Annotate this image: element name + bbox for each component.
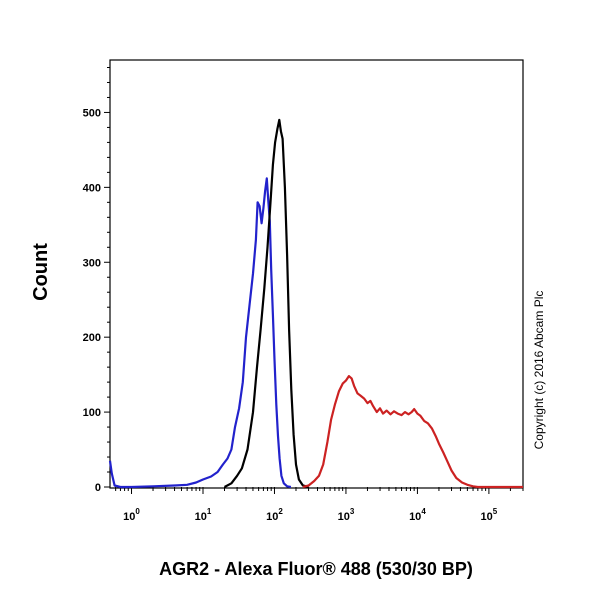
y-axis-title: Count <box>30 243 52 301</box>
histogram-lines <box>108 118 523 489</box>
x-axis-title: AGR2 - Alexa Fluor® 488 (530/30 BP) <box>159 559 473 579</box>
x-tick-label: 104 <box>409 507 426 523</box>
x-tick-label: 102 <box>266 507 283 523</box>
copyright-notice: Copyright (c) 2016 Abcam Plc <box>532 291 546 450</box>
y-tick-label: 300 <box>83 257 101 269</box>
x-tick-label: 100 <box>123 507 140 523</box>
y-tick-label: 200 <box>83 332 101 344</box>
x-axis-ticks: 100 101 102 103 104 105 <box>115 487 524 523</box>
x-tick-label: 101 <box>195 507 212 523</box>
y-tick-label: 400 <box>83 182 101 194</box>
y-tick-label: 0 <box>95 482 101 494</box>
y-axis-ticks: 0 100 200 300 400 500 <box>83 66 110 494</box>
series-line-3 <box>302 375 523 489</box>
series-line-2 <box>223 118 309 489</box>
x-tick-label: 103 <box>338 507 355 523</box>
plot-frame <box>109 59 524 489</box>
x-tick-label: 105 <box>481 507 498 523</box>
y-tick-label: 500 <box>83 107 101 119</box>
y-tick-label: 100 <box>83 407 101 419</box>
series-line-1 <box>108 177 292 489</box>
